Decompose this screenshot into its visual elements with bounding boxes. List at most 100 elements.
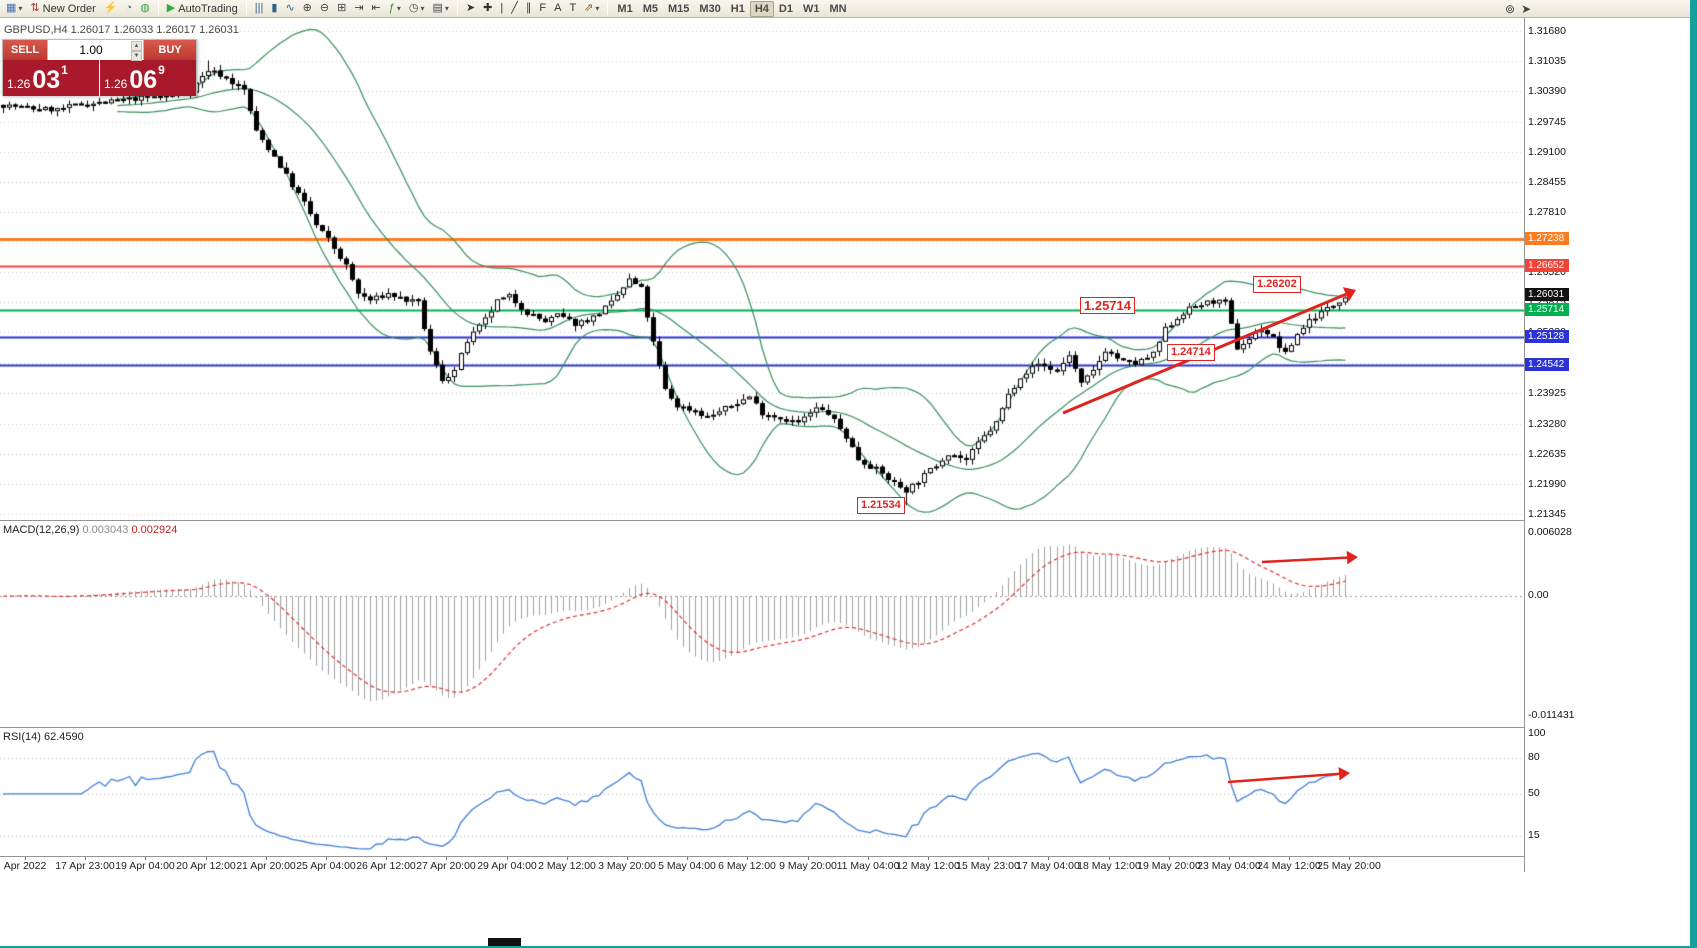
chart-shift-icon[interactable]: ⇤ — [368, 1, 385, 17]
volume-decrease-button[interactable]: ▼ — [131, 51, 142, 61]
price-tag: 1.26652 — [1525, 259, 1569, 272]
equidistant-channel-icon[interactable]: ∥ — [522, 1, 536, 17]
tf-m5-button-label: M5 — [642, 2, 658, 15]
autotrading-button-icon: ▶ — [166, 2, 176, 14]
time-label: 6 May 12:00 — [718, 860, 776, 872]
axis-label: 1.31680 — [1528, 25, 1566, 37]
arrows-icon[interactable]: ⇗ ▾ — [580, 1, 603, 17]
arrows-icon-glyph: ⇗ — [584, 2, 594, 14]
time-label: Apr 2022 — [3, 860, 47, 872]
text-label-icon[interactable]: T — [565, 1, 580, 17]
terminal-icon[interactable]: ◍ — [136, 1, 154, 17]
time-tick — [687, 857, 688, 860]
time-tick — [206, 857, 207, 860]
time-label: 20 Apr 12:00 — [176, 860, 236, 872]
rsi-label: RSI(14) 62.4590 — [3, 731, 84, 743]
tf-m5-button[interactable]: M5 — [638, 1, 663, 17]
buy-button[interactable]: BUY — [144, 40, 196, 60]
cursor-icon[interactable]: ➤ — [462, 1, 479, 17]
tf-mn-button[interactable]: MN — [824, 1, 851, 17]
line-chart-icon[interactable]: ∿ — [281, 1, 298, 17]
trendline-icon[interactable]: ╱ — [507, 1, 522, 17]
new-chart-icon-glyph: ▦ — [6, 2, 17, 14]
tf-h4-button[interactable]: H4 — [749, 0, 774, 17]
sell-price-display[interactable]: 1.26 03 1 — [3, 60, 99, 96]
new-chart-icon[interactable]: ▦ ▾ — [2, 1, 26, 17]
bar-chart-icon[interactable]: ||| — [251, 1, 268, 17]
price-chart-canvas[interactable] — [0, 18, 1524, 518]
taskbar-fragment — [488, 938, 521, 948]
tile-windows-icon[interactable]: ⊞ — [333, 1, 350, 17]
time-label: 25 Apr 04:00 — [296, 860, 356, 872]
data-window-icon[interactable]: ◔ — [122, 1, 137, 17]
macd-main-value: 0.003043 — [82, 524, 129, 536]
sell-button[interactable]: SELL — [3, 40, 47, 60]
time-label: 25 May 20:00 — [1317, 860, 1381, 872]
periods-icon-glyph: ◷ — [408, 2, 419, 14]
auto-scroll-icon-glyph: ⇥ — [354, 2, 364, 14]
buy-price-display[interactable]: 1.26 06 9 — [99, 60, 196, 96]
fibonacci-icon-glyph: F — [539, 2, 547, 14]
search-icon[interactable]: ⊚ — [1505, 2, 1516, 16]
vertical-line-icon[interactable]: | — [496, 1, 507, 17]
axis-label: 0.006028 — [1528, 526, 1572, 538]
sell-price-pips: 03 — [32, 66, 61, 94]
tf-m15-button[interactable]: M15 — [663, 1, 694, 17]
market-watch-icon[interactable]: ⚡ — [100, 1, 122, 17]
macd-panel: MACD(12,26,9) 0.003043 0.002924 — [0, 520, 1524, 726]
macd-signal-value: 0.002924 — [131, 524, 178, 536]
crosshair-icon[interactable]: ✚ — [479, 1, 496, 17]
zoom-in-icon[interactable]: ⊕ — [299, 1, 316, 17]
axis-label: 1.31035 — [1528, 55, 1566, 67]
axis-label: -0.011431 — [1528, 709, 1575, 721]
time-label: 18 May 12:00 — [1077, 860, 1141, 872]
macd-label: MACD(12,26,9) 0.003043 0.002924 — [3, 524, 177, 536]
tf-m1-button[interactable]: M1 — [612, 1, 637, 17]
toolbar-right-group: ⊚ ➤ — [1505, 0, 1531, 18]
time-axis[interactable]: Apr 2022 17 Apr 23:00 19 Apr 04:00 20 Apr 1… — [0, 856, 1524, 872]
price-tag: 1.24542 — [1525, 358, 1569, 371]
templates-icon[interactable]: ▤ ▾ — [429, 1, 453, 17]
periods-icon[interactable]: ◷ ▾ — [405, 1, 429, 17]
zoom-out-icon[interactable]: ⊖ — [316, 1, 333, 17]
buy-price-point: 9 — [158, 63, 165, 77]
cursor-select-icon[interactable]: ➤ — [1521, 2, 1532, 16]
autotrading-button[interactable]: ▶ AutoTrading — [163, 1, 242, 17]
terminal-icon-glyph: ◍ — [140, 2, 150, 14]
tf-d1-button-label: D1 — [778, 2, 793, 15]
text-label-icon-glyph: T — [569, 2, 577, 14]
time-label: 17 Apr 23:00 — [55, 860, 115, 872]
rsi-value: 62.4590 — [43, 731, 84, 743]
price-axis[interactable]: 1.31680 1.31035 1.30390 1.29745 1.29100 1.284… — [1524, 18, 1575, 872]
new-order-button[interactable]: ⇅ New Order — [26, 1, 99, 17]
tf-w1-button[interactable]: W1 — [798, 1, 825, 17]
rsi-canvas[interactable] — [0, 728, 1524, 856]
tf-h1-button[interactable]: H1 — [726, 1, 750, 17]
toolbar: ▦ ▾ ⇅ New Order ⚡ ◔ ◍ ▶ AutoTrading ||| ▮ ∿ ⊕ ⊖ ⊞ ⇥ ⇤ ƒ ▾ ◷… — [0, 0, 1690, 18]
auto-scroll-icon[interactable]: ⇥ — [350, 1, 367, 17]
indicators-icon[interactable]: ƒ ▾ — [385, 1, 405, 17]
axis-label: 15 — [1528, 829, 1540, 841]
market-watch-icon-glyph: ⚡ — [103, 2, 118, 14]
time-label: 9 May 20:00 — [779, 860, 837, 872]
new-order-button-label: New Order — [42, 2, 96, 15]
zoom-out-icon-glyph: ⊖ — [319, 2, 330, 14]
volume-input[interactable] — [48, 40, 143, 60]
vertical-line-icon-glyph: | — [500, 2, 504, 14]
fibonacci-icon[interactable]: F — [535, 1, 550, 17]
macd-canvas[interactable] — [0, 521, 1524, 726]
dropdown-arrow-icon: ▾ — [444, 4, 449, 13]
volume-increase-button[interactable]: ▲ — [131, 41, 142, 51]
text-icon[interactable]: A — [550, 1, 565, 17]
dropdown-arrow-icon: ▾ — [18, 4, 23, 13]
bar-chart-icon-glyph: ||| — [254, 2, 264, 14]
cursor-icon-glyph: ➤ — [465, 2, 476, 14]
time-tick — [1289, 857, 1290, 860]
tf-mn-button-label: MN — [829, 2, 847, 15]
axis-label: 1.23925 — [1528, 387, 1566, 399]
tf-m30-button[interactable]: M30 — [694, 1, 725, 17]
time-label: 23 May 04:00 — [1197, 860, 1261, 872]
volume-field[interactable]: ▲▼ — [47, 40, 144, 61]
candlestick-chart-icon[interactable]: ▮ — [267, 1, 281, 17]
tf-d1-button[interactable]: D1 — [774, 1, 798, 17]
